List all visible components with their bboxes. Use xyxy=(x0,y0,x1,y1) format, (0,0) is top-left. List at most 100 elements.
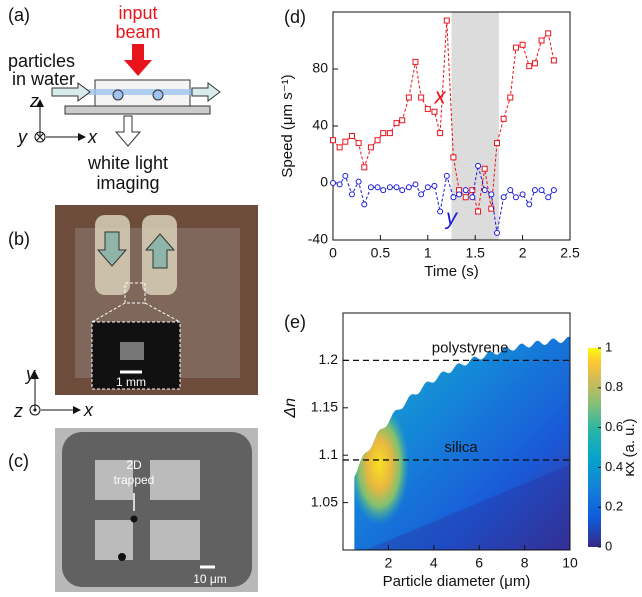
imaging-arrow xyxy=(114,115,142,147)
zoom-lines xyxy=(91,302,181,323)
panel-b: (b) 1 mm y z x xyxy=(8,205,258,421)
marker xyxy=(531,60,538,67)
series-label: y xyxy=(444,204,459,229)
marker xyxy=(386,130,393,137)
marker xyxy=(431,108,438,115)
colorbar xyxy=(588,348,601,547)
particle xyxy=(118,553,126,561)
marker xyxy=(431,182,438,189)
x-tick-label: 1 xyxy=(424,245,432,261)
marker xyxy=(481,165,488,172)
beam-label: beam xyxy=(115,22,160,42)
axis-z: z xyxy=(13,401,23,421)
marker xyxy=(550,187,557,194)
x-axis-label: Time (s) xyxy=(424,263,478,280)
panel-a: (a) input beam particles in water white … xyxy=(8,3,221,193)
imaging-label: white light xyxy=(87,153,168,173)
axis-out xyxy=(29,404,41,416)
shaded-region xyxy=(451,12,499,240)
marker xyxy=(418,94,425,101)
marker xyxy=(526,63,533,70)
colorbar-tick-label: 0.2 xyxy=(605,499,623,514)
y-axis-label: Δn xyxy=(282,398,299,419)
plot-frame xyxy=(342,312,571,551)
marker xyxy=(399,187,406,194)
marker xyxy=(550,57,557,64)
zoom-box xyxy=(124,282,146,304)
marker xyxy=(545,194,552,201)
beam-arrow xyxy=(124,44,152,76)
trap-label: trapped xyxy=(114,473,155,487)
marker xyxy=(405,94,412,101)
marker xyxy=(355,140,362,147)
axis-y: y xyxy=(24,364,36,384)
series-line xyxy=(332,165,555,233)
marker xyxy=(475,208,482,215)
y-tick-label: 1.1 xyxy=(319,446,339,462)
marker xyxy=(405,184,412,191)
flow-arrow xyxy=(144,233,176,269)
marker xyxy=(469,187,476,194)
well xyxy=(152,89,164,101)
marker xyxy=(348,191,355,198)
marker xyxy=(531,187,538,194)
marker xyxy=(437,208,444,215)
marker xyxy=(330,180,336,186)
marker xyxy=(330,137,336,144)
panel-label: (a) xyxy=(8,5,30,25)
marker xyxy=(475,162,482,169)
marker xyxy=(374,137,381,144)
marker xyxy=(443,17,450,24)
axis-into xyxy=(34,131,46,143)
axis-y: y xyxy=(16,127,28,147)
panel-c: (c) 2D trapped 10 μm xyxy=(8,428,258,592)
contour-peak xyxy=(354,404,410,525)
reference-label: polystyrene xyxy=(432,339,509,356)
trap-label: 2D xyxy=(126,458,142,472)
structure xyxy=(120,342,144,360)
marker xyxy=(374,184,381,191)
x-tick-label: 6 xyxy=(475,555,483,571)
contour-field xyxy=(354,336,570,550)
marker xyxy=(512,44,519,51)
x-tick-label: 2 xyxy=(385,555,393,571)
marker xyxy=(336,144,343,151)
panel-label: (d) xyxy=(284,7,306,27)
marker xyxy=(380,187,387,194)
y-tick-label: 40 xyxy=(312,117,328,133)
channel xyxy=(85,89,200,95)
panel-label: (e) xyxy=(284,312,306,332)
x-tick-label: 4 xyxy=(430,555,438,571)
flow-arrow xyxy=(96,231,128,267)
y-tick-label: 1.15 xyxy=(311,399,338,415)
imaging-label: imaging xyxy=(96,173,159,193)
marker xyxy=(355,178,362,185)
dark-frame xyxy=(62,432,252,587)
y-tick-label: 1.05 xyxy=(311,493,338,509)
axis-into xyxy=(36,133,44,141)
marker xyxy=(348,132,355,139)
y-tick-label: 1.2 xyxy=(319,351,339,367)
marker xyxy=(500,115,507,122)
marker xyxy=(443,172,450,179)
marker xyxy=(500,194,507,201)
marker xyxy=(424,105,431,112)
x-tick-label: 0.5 xyxy=(371,245,391,261)
y-tick-label: 0 xyxy=(320,174,328,190)
panel-label: (b) xyxy=(8,229,30,249)
x-tick-label: 0 xyxy=(329,245,337,261)
marker xyxy=(519,41,526,48)
x-tick-label: 1.5 xyxy=(465,245,485,261)
colorbar-tick-label: 1 xyxy=(605,339,612,354)
scale-label: 10 μm xyxy=(193,572,227,586)
marker xyxy=(412,181,419,188)
marker xyxy=(361,164,368,171)
marker xyxy=(545,30,552,37)
colorbar-tick-label: 0.8 xyxy=(605,379,623,394)
marker xyxy=(450,194,457,201)
bright-cell xyxy=(95,520,133,560)
particles-label: in water xyxy=(12,69,75,89)
colorbar-tick-label: 0.6 xyxy=(605,419,623,434)
series-line xyxy=(332,20,555,212)
